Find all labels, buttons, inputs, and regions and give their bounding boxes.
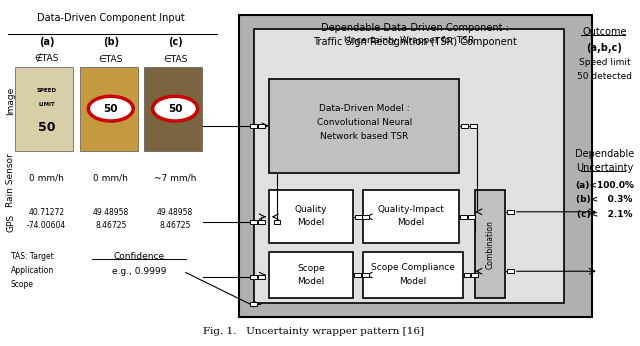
Text: Quality: Quality <box>295 205 327 214</box>
Text: ∈TAS: ∈TAS <box>99 55 123 64</box>
Bar <box>507 210 513 214</box>
Text: Uncertainty Wrapper for TSR: Uncertainty Wrapper for TSR <box>344 36 474 45</box>
Bar <box>250 220 257 224</box>
Text: 49.48958: 49.48958 <box>157 208 193 217</box>
Text: Model: Model <box>298 218 324 227</box>
Bar <box>470 124 477 128</box>
Text: 0 mm/h: 0 mm/h <box>93 174 128 183</box>
Text: GPS: GPS <box>6 214 15 232</box>
Text: e.g., 0.9999: e.g., 0.9999 <box>112 267 166 276</box>
Text: ∈TAS: ∈TAS <box>163 55 188 64</box>
Bar <box>250 124 257 128</box>
Circle shape <box>152 96 198 121</box>
Text: Speed limit: Speed limit <box>579 58 630 67</box>
Text: 8.46725: 8.46725 <box>159 221 191 230</box>
Bar <box>273 220 280 224</box>
Bar <box>269 79 460 173</box>
Text: Model: Model <box>397 218 425 227</box>
Text: Traffic Sign Recognition (TSR) Component: Traffic Sign Recognition (TSR) Component <box>314 37 517 47</box>
Text: Quality-Impact: Quality-Impact <box>378 205 445 214</box>
Bar <box>258 220 265 224</box>
Text: Model: Model <box>399 277 426 286</box>
Text: Combination: Combination <box>486 220 495 268</box>
Text: (a,b,c): (a,b,c) <box>586 43 623 53</box>
Text: 50: 50 <box>38 121 55 134</box>
Bar <box>255 29 564 303</box>
Text: Image: Image <box>6 87 15 115</box>
Text: Data-Driven Component Input: Data-Driven Component Input <box>37 13 184 24</box>
Text: 50: 50 <box>104 104 118 113</box>
Text: SPEED: SPEED <box>36 88 56 93</box>
Text: 50: 50 <box>168 104 182 113</box>
Text: Fig. 1.   Uncertainty wrapper pattern [16]: Fig. 1. Uncertainty wrapper pattern [16] <box>204 327 424 336</box>
Text: 0 mm/h: 0 mm/h <box>29 174 64 183</box>
Text: Outcome: Outcome <box>582 27 627 37</box>
Bar <box>460 215 467 219</box>
Bar <box>269 190 353 243</box>
Bar <box>363 190 460 243</box>
Bar <box>471 273 478 277</box>
Text: 50 detected: 50 detected <box>577 72 632 81</box>
Text: Uncertainty: Uncertainty <box>576 163 633 173</box>
Text: (a): (a) <box>38 37 54 47</box>
Text: -74.00604: -74.00604 <box>27 221 66 230</box>
Text: ~7 mm/h: ~7 mm/h <box>154 174 196 183</box>
Bar <box>363 252 463 298</box>
Bar <box>354 273 361 277</box>
Text: 8.46725: 8.46725 <box>95 221 127 230</box>
Bar <box>463 273 470 277</box>
Bar <box>250 302 257 306</box>
Text: (c): (c) <box>168 37 182 47</box>
Circle shape <box>88 96 133 121</box>
Bar <box>461 124 468 128</box>
Text: TAS: Target: TAS: Target <box>11 252 54 261</box>
Bar <box>269 252 353 298</box>
Text: Scope: Scope <box>297 264 325 273</box>
Bar <box>258 124 265 128</box>
Text: (b)<   0.3%: (b)< 0.3% <box>576 195 633 204</box>
Bar <box>258 275 265 279</box>
Text: (c)<   2.1%: (c)< 2.1% <box>577 210 632 219</box>
Bar <box>355 215 362 219</box>
Bar <box>468 215 475 219</box>
Text: Convolutional Neural: Convolutional Neural <box>317 118 412 127</box>
Text: Dependable: Dependable <box>575 149 634 159</box>
Bar <box>144 66 202 151</box>
Text: (b): (b) <box>102 37 119 47</box>
Text: Data-Driven Model :: Data-Driven Model : <box>319 104 410 113</box>
Text: Model: Model <box>298 277 324 286</box>
Bar <box>15 66 73 151</box>
Text: (a)<100.0%: (a)<100.0% <box>575 181 634 190</box>
Text: Scope Compliance: Scope Compliance <box>371 263 454 272</box>
Text: Dependable Data-Driven Component :: Dependable Data-Driven Component : <box>321 23 509 33</box>
Bar <box>250 275 257 279</box>
Text: Application: Application <box>11 266 54 275</box>
Text: Confidence: Confidence <box>113 252 164 261</box>
Text: 49.48958: 49.48958 <box>93 208 129 217</box>
Bar <box>362 273 369 277</box>
Bar <box>507 269 513 273</box>
Text: LIMIT: LIMIT <box>38 102 55 107</box>
Text: 40.71272: 40.71272 <box>28 208 65 217</box>
Text: Rain Sensor: Rain Sensor <box>6 153 15 207</box>
Bar <box>239 15 592 317</box>
Text: Network based TSR: Network based TSR <box>320 131 408 140</box>
Text: ∉TAS: ∉TAS <box>34 55 59 64</box>
Bar <box>362 215 369 219</box>
Bar <box>475 190 505 298</box>
Text: Scope: Scope <box>11 280 34 289</box>
Bar <box>79 66 138 151</box>
